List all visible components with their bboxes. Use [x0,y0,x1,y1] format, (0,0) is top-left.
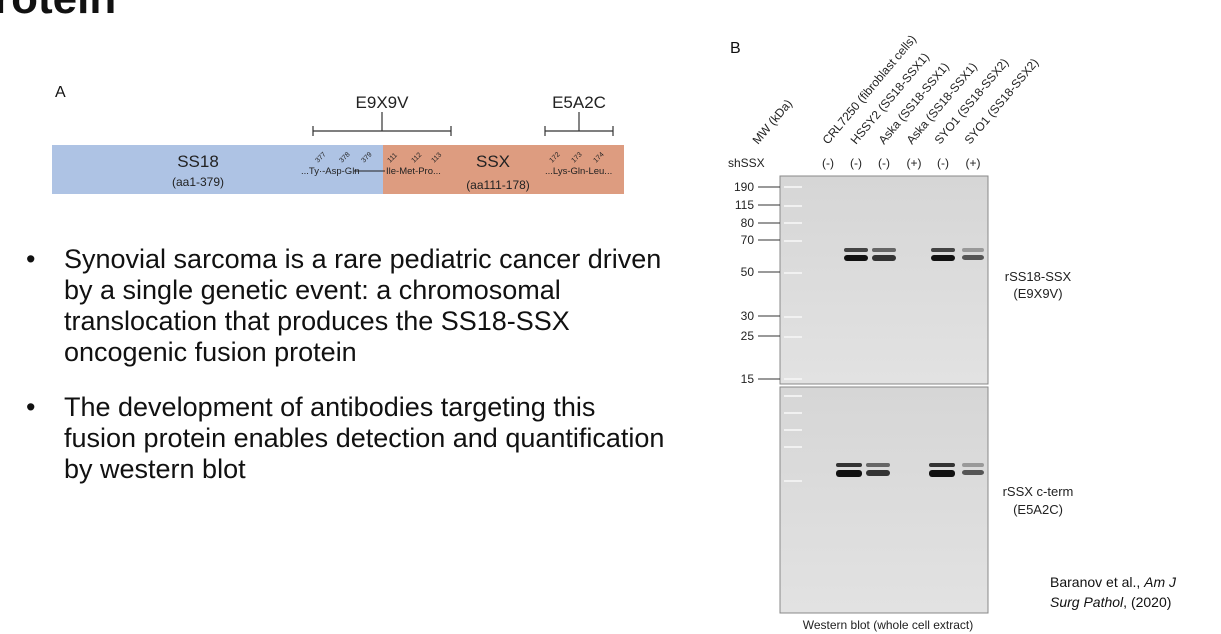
ssx-range: (aa111-178) [466,178,530,192]
band-bot-lane2-lower [836,470,862,477]
citation-journal-2: Surg Pathol [1050,594,1124,610]
bands-bottom [836,463,984,477]
bullet-item: • The development of antibodies targeting… [26,392,665,484]
seq-ss18: ...Ty·-Asp-Gln [301,166,360,177]
ss18-bar [52,145,383,194]
band-top-lane3-lower [872,255,896,261]
mw-header: MW (kDa) [750,97,795,147]
western-blot-figure: MW (kDa) CRL7250 (fibroblast cells) HSSY… [728,32,1074,632]
band-top-lane5-upper [931,248,955,252]
top-blot-antibody: (E9X9V) [1013,286,1062,301]
ssx-label: SSX [476,152,510,171]
band-top-lane6-lower [962,255,984,260]
panel-b-letter: B [730,40,741,57]
citation-journal-1: Am J [1144,574,1177,590]
bottom-blot-label: rSSX c-term [1003,484,1074,499]
blot-bottom [779,386,989,614]
bullet-item: • Synovial sarcoma is a rare pediatric ca… [26,244,662,367]
bands-top [844,248,984,261]
shssx-6: (+) [966,156,981,170]
fusion-diagram: E9X9V E5A2C SS18 (aa1-379) SSX (aa111-17… [52,93,624,194]
bullet-text: Synovial sarcoma is a rare pediatric can… [64,244,662,367]
citation-year: , (2020) [1123,594,1172,610]
blot-caption: Western blot (whole cell extract) [803,618,974,632]
mw-80: 80 [741,216,755,230]
shssx-label: shSSX [728,156,765,170]
band-bot-lane6-lower [962,470,984,475]
mw-30: 30 [741,309,755,323]
shssx-1: (-) [822,156,834,170]
shssx-2: (-) [850,156,862,170]
band-bot-lane2-upper [836,463,862,467]
panel-a-letter: A [55,84,66,101]
blot-top [779,175,989,385]
mw-25: 25 [741,329,755,343]
seq-ssx1: Ile-Met-Pro... [386,166,441,177]
ss18-label: SS18 [177,152,219,171]
top-blot-label: rSS18-SSX [1005,269,1072,284]
band-top-lane2-lower [844,255,868,261]
seq-ssx2: ...Lys-Gln-Leu... [545,166,612,177]
band-bot-lane5-lower [929,470,955,477]
ssx-bar [383,145,624,194]
band-top-lane5-lower [931,255,955,261]
citation: Baranov et al., Am J Surg Pathol, (2020) [1050,572,1176,612]
bullet-text: The development of antibodies targeting … [64,392,665,484]
e5a2c-bracket [544,112,614,136]
band-bot-lane3-upper [866,463,890,467]
mw-190: 190 [734,180,754,194]
shssx-3: (-) [878,156,890,170]
shssx-4: (+) [907,156,922,170]
shssx-5: (-) [937,156,949,170]
band-bot-lane5-upper [929,463,955,467]
bullet-list: • Synovial sarcoma is a rare pediatric ca… [26,244,666,509]
mw-115: 115 [735,198,754,212]
citation-authors: Baranov et al., [1050,574,1141,590]
e9x9v-bracket [312,112,452,136]
slide-title: rotein [0,0,116,24]
ss18-range: (aa1-379) [172,175,224,189]
e9x9v-label: E9X9V [356,93,410,112]
band-top-lane3-upper [872,248,896,252]
e5a2c-label: E5A2C [552,93,606,112]
band-bot-lane6-upper [962,463,984,467]
mw-15: 15 [741,372,755,386]
mw-50: 50 [741,265,755,279]
band-bot-lane3-lower [866,470,890,476]
band-top-lane2-upper [844,248,868,252]
band-top-lane6-upper [962,248,984,252]
bottom-blot-antibody: (E5A2C) [1013,502,1063,517]
mw-70: 70 [741,233,755,247]
